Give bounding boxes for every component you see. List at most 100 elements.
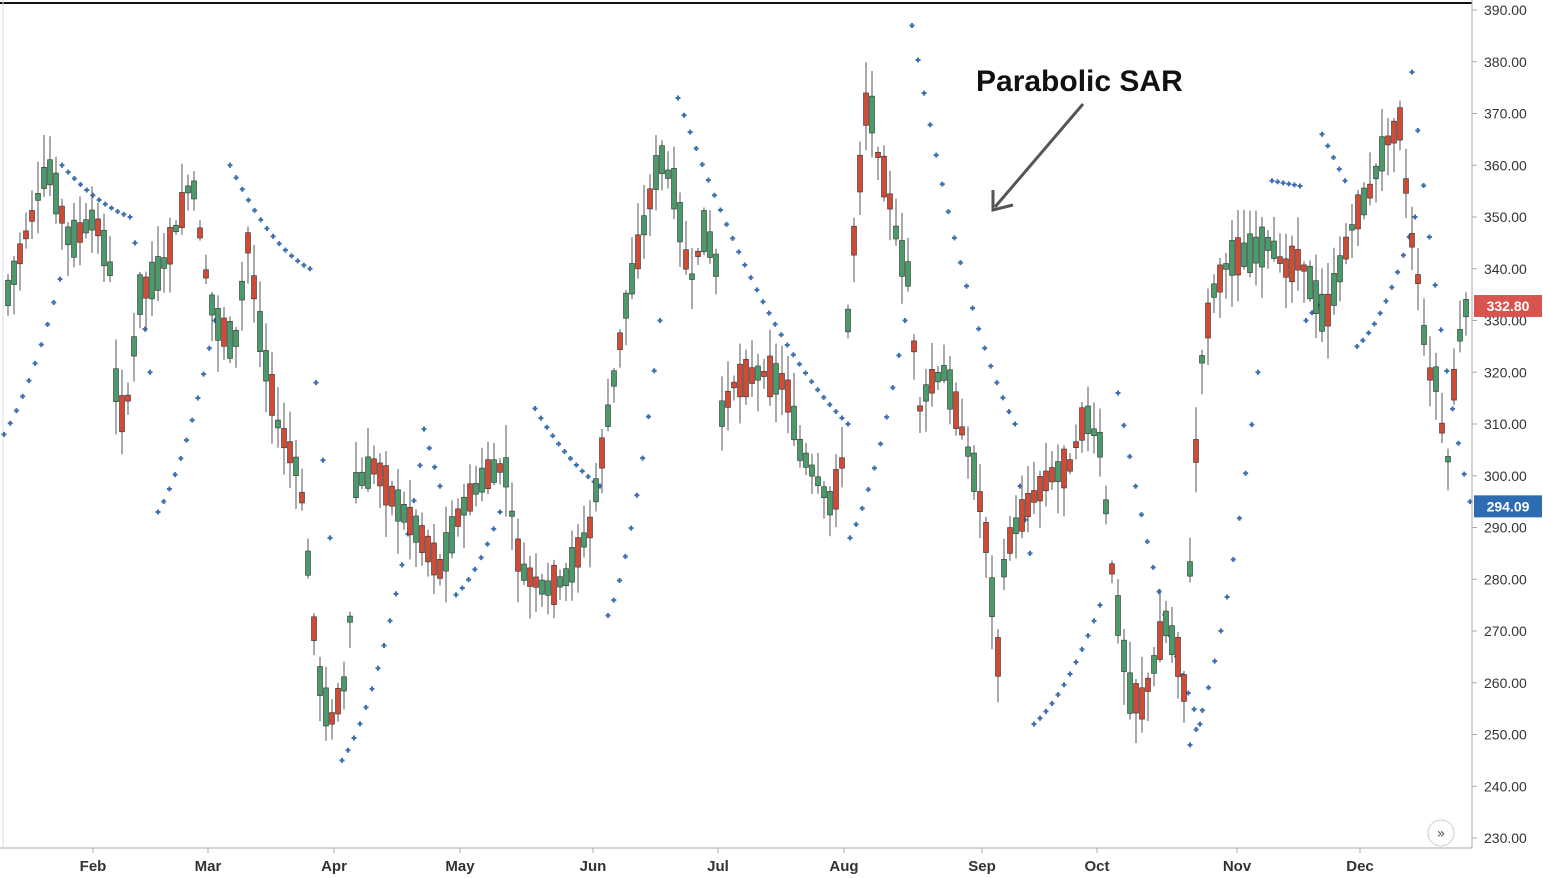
candle-body <box>1397 107 1403 141</box>
sar-dot <box>550 433 556 439</box>
candle-body <box>239 280 245 301</box>
candle-body <box>1229 240 1235 276</box>
candle-body <box>503 457 509 488</box>
candle <box>701 207 707 256</box>
candle-body <box>695 250 701 257</box>
candle <box>143 271 149 332</box>
candle <box>1463 292 1469 336</box>
candle <box>293 439 299 509</box>
candle-body <box>1277 256 1283 264</box>
sar-dot <box>127 214 133 220</box>
candle <box>257 281 263 368</box>
candle <box>377 453 383 509</box>
candle-body <box>773 363 779 395</box>
candle-body <box>473 483 479 495</box>
sar-dot <box>26 378 32 384</box>
candle <box>1445 448 1451 491</box>
candle-body <box>545 580 551 596</box>
candle <box>1373 163 1379 203</box>
candle <box>743 349 749 405</box>
candle-body <box>947 369 953 410</box>
candle <box>917 396 923 433</box>
candle-body <box>641 215 647 236</box>
candle-body <box>923 384 929 402</box>
candle <box>557 569 563 600</box>
candle <box>1037 470 1043 528</box>
sar-dot <box>466 577 472 583</box>
candle-body <box>215 308 221 341</box>
candle-body <box>455 508 461 527</box>
candle <box>509 482 515 550</box>
candle-body <box>1127 672 1133 714</box>
candle-body <box>1055 461 1061 482</box>
candle-body <box>17 243 23 265</box>
candle-body <box>179 192 185 229</box>
sar-dot <box>902 318 908 323</box>
sar-dot <box>1138 512 1144 518</box>
sar-dot <box>1377 310 1383 316</box>
candle-body <box>1415 274 1421 284</box>
candle-body <box>1037 476 1043 502</box>
candle-body <box>935 371 941 383</box>
candle-body <box>341 676 347 692</box>
candle-body <box>1115 595 1121 636</box>
candle <box>767 329 773 406</box>
scroll-to-latest-button[interactable]: » <box>1427 819 1455 847</box>
candle <box>1391 117 1397 173</box>
candle <box>197 220 203 241</box>
candle <box>1199 349 1205 395</box>
candle <box>11 255 17 315</box>
candle <box>437 554 443 586</box>
candle-body <box>509 510 515 517</box>
candle-body <box>29 210 35 222</box>
price-badge: 294.09 <box>1474 495 1542 518</box>
sar-dot <box>166 486 172 492</box>
candle-body <box>527 567 533 587</box>
sar-dot <box>1409 69 1415 75</box>
candle-body <box>317 666 323 696</box>
candle <box>83 203 89 239</box>
candle-body <box>1139 687 1145 720</box>
time-tick-label: Jul <box>707 858 729 875</box>
candle <box>785 356 791 434</box>
candle-body <box>161 257 167 269</box>
candle <box>1157 589 1163 663</box>
sar-dot <box>189 417 195 423</box>
price-tick-label: 250.00 <box>1484 727 1527 743</box>
price-tick-label: 390.00 <box>1484 2 1527 18</box>
sar-dot <box>345 747 351 753</box>
sar-dot <box>909 23 915 29</box>
candle <box>1019 475 1025 539</box>
candle-body <box>425 535 431 563</box>
sar-dot <box>976 326 982 332</box>
price-tick-label: 350.00 <box>1484 209 1527 225</box>
candle <box>533 553 539 612</box>
candle-body <box>1103 499 1109 515</box>
candle-body <box>1181 674 1187 702</box>
candle-body <box>1451 368 1457 401</box>
sar-dot <box>1061 682 1067 688</box>
candle <box>1307 260 1313 302</box>
candle <box>455 498 461 537</box>
time-tick-label: Dec <box>1346 858 1374 875</box>
candle <box>587 500 593 568</box>
sar-dot <box>957 260 963 266</box>
price-tick-label: 260.00 <box>1484 675 1527 691</box>
sar-dot <box>567 456 573 462</box>
candle <box>179 163 185 235</box>
candle-body <box>1187 561 1193 577</box>
candle-body <box>383 465 389 506</box>
sar-dot <box>562 448 568 454</box>
candle <box>1355 190 1361 246</box>
sar-dot <box>478 555 484 561</box>
candle-body <box>329 712 335 725</box>
sar-dot <box>178 455 184 461</box>
sar-dot <box>432 464 438 470</box>
candle-body <box>1349 224 1355 231</box>
candle-body <box>1067 459 1073 472</box>
sar-dot <box>1073 659 1079 665</box>
sar-dot <box>617 578 623 584</box>
candle <box>1181 671 1187 723</box>
sar-dot <box>585 474 591 480</box>
sar-dot <box>411 498 417 504</box>
